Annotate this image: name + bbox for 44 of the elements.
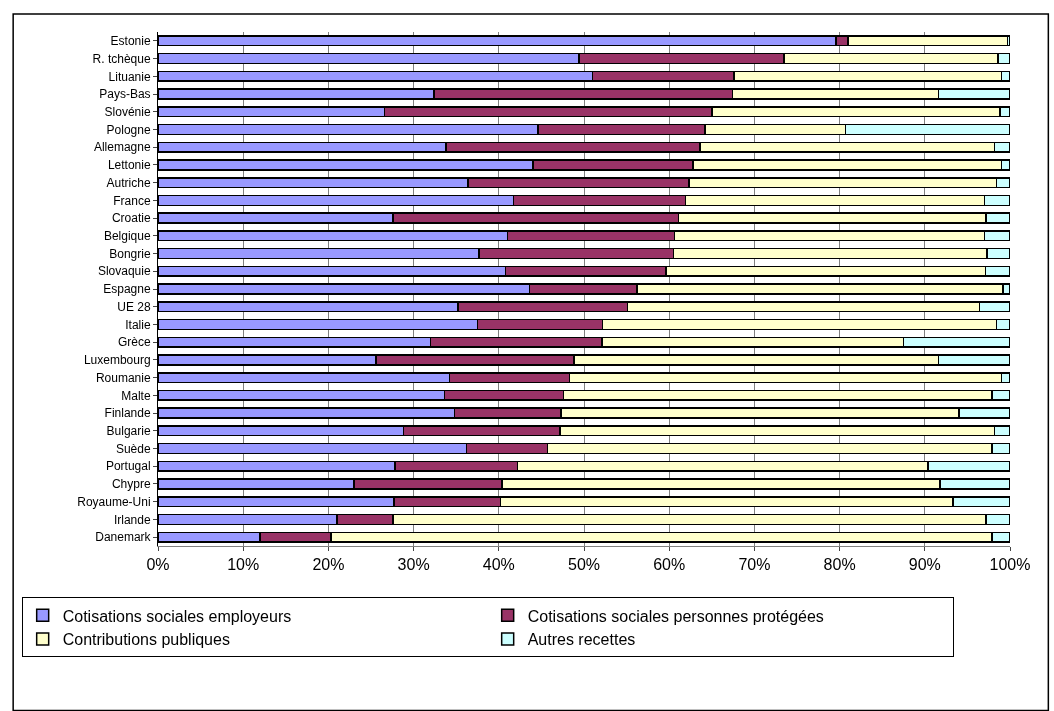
y-tick-label: Grèce — [117, 335, 151, 350]
y-tick-label: Croatie — [111, 211, 151, 226]
y-tick-label: Pays-Bas — [99, 87, 151, 102]
y-tick-label: Lituanie — [108, 69, 151, 84]
y-tick-label: Chypre — [111, 477, 151, 492]
y-tick-label: Suède — [115, 441, 151, 456]
y-tick-label: Finlande — [104, 406, 151, 421]
y-tick-label: France — [113, 193, 151, 208]
x-tick-label: 80% — [823, 556, 856, 574]
y-tick-label: Royaume-Uni — [77, 494, 151, 509]
y-tick-label: Italie — [125, 317, 151, 332]
y-tick-label: Irlande — [113, 512, 151, 527]
legend-label: Cotisations sociales personnes protégées — [527, 607, 824, 625]
y-tick-label: Lettonie — [107, 158, 151, 173]
y-tick-label: Bongrie — [109, 246, 151, 261]
x-tick-label: 70% — [738, 556, 771, 574]
y-tick-label: Slovénie — [104, 104, 151, 119]
y-tick-label: Espagne — [103, 282, 151, 297]
y-tick-label: Roumanie — [95, 370, 151, 385]
legend-label: Cotisations sociales employeurs — [62, 607, 292, 625]
y-tick-label: Pologne — [106, 122, 151, 137]
legend-label: Contributions publiques — [62, 631, 230, 649]
x-tick-label: 10% — [227, 556, 260, 574]
y-tick-label: Luxembourg — [83, 353, 151, 368]
y-tick-label: Estonie — [110, 34, 151, 49]
x-tick-label: 50% — [567, 556, 601, 574]
y-tick-label: Portugal — [105, 459, 151, 474]
y-tick-label: Belgique — [103, 229, 151, 244]
x-tick-label: 40% — [482, 556, 515, 574]
x-tick-label: 30% — [397, 556, 430, 574]
y-tick-label: Autriche — [106, 175, 151, 190]
y-tick-label: Malte — [121, 388, 151, 403]
x-tick-label: 0% — [146, 556, 170, 574]
y-tick-label: Bulgarie — [106, 423, 151, 438]
y-tick-label: Slovaquie — [97, 264, 151, 279]
x-tick-label: 20% — [312, 556, 345, 574]
y-tick-label: UE 28 — [117, 299, 151, 314]
y-tick-label: Allemagne — [93, 140, 151, 155]
x-tick-label: 90% — [908, 556, 941, 574]
legend-label: Autres recettes — [527, 631, 636, 649]
y-tick-label: Danemark — [95, 530, 152, 545]
y-tick-label: R. tchèque — [92, 51, 151, 66]
x-tick-label: 100% — [989, 556, 1031, 574]
x-tick-label: 60% — [653, 556, 686, 574]
